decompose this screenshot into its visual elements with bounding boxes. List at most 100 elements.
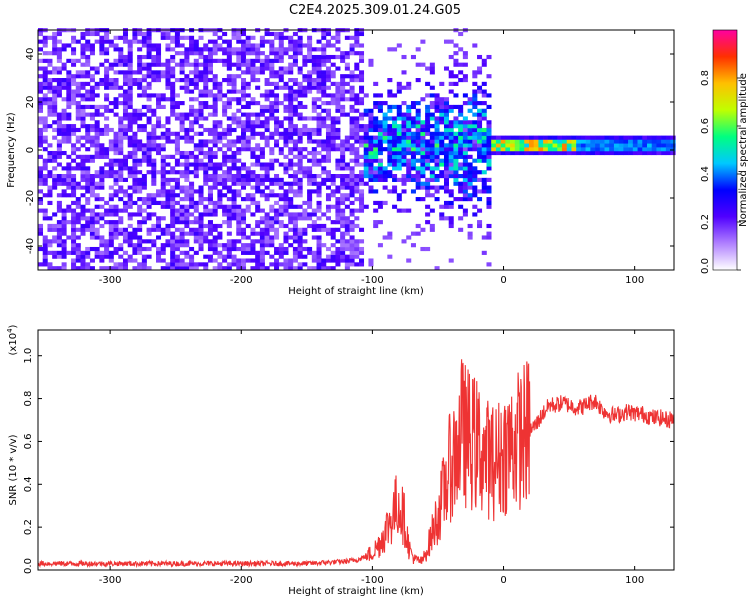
spectrogram-cell [467,124,473,129]
spectrogram-cell [151,158,157,163]
spectrogram-cell [467,174,473,179]
spectrogram-cell [363,147,369,152]
spectrogram-cell [292,204,298,209]
spectrogram-cell [302,104,308,110]
spectrogram-cell [557,150,563,156]
spectrogram-cell [349,235,355,240]
spectrogram-cell [514,135,520,140]
spectrogram-cell [160,177,166,182]
spectrogram-cell [141,62,147,67]
spectrogram-cell [212,266,218,271]
spectrogram-cell [510,135,516,140]
spectrogram-cell [151,127,157,133]
spectrogram-cell [47,239,53,244]
spectrogram-cell [38,177,44,182]
spectrogram-cell [448,120,454,125]
spectrogram-cell [297,39,303,44]
spectrogram-cell [38,200,44,206]
spectrogram-cell [156,223,162,229]
spectrogram-cell [245,246,251,252]
spectrogram-cell [325,127,331,133]
spectrogram-cell [56,200,62,206]
spectrogram-cell [359,85,365,90]
spectrogram-cell [222,47,228,52]
spectrogram-cell [207,158,213,163]
spectrogram-cell [108,62,114,67]
spectrogram-cell [151,54,157,60]
spectrogram-cell [410,166,416,171]
spectrogram-cell [288,189,294,194]
spectrogram-cell [401,70,407,75]
spectrogram-cell [401,135,407,140]
spectrogram-cell [297,162,303,167]
spectrogram-cell [132,150,138,156]
spectrogram-cell [359,154,365,159]
spectrogram-cell [448,223,454,229]
spectrogram-cell [269,66,275,71]
spectrogram-cell [269,162,275,167]
spectrogram-cell [99,170,105,175]
spectrogram-cell [156,54,162,60]
spectrogram-cell [448,147,454,152]
spectrogram-cell [269,239,275,244]
spectrogram-cell [170,166,176,171]
spectrogram-cell [113,204,119,209]
spectrogram-cell [401,174,407,179]
spectrogram-cell [236,101,242,106]
spectrogram-cell [373,189,379,194]
spectrogram-cell [377,143,383,148]
spectrogram-cell [288,104,294,110]
spectrogram-cell [99,39,105,44]
spectrogram-cell [212,51,218,56]
spectrogram-cell [510,150,516,156]
spectrogram-cell [259,135,265,140]
spectrogram-cell [193,170,199,175]
spectrogram-cell [443,216,450,221]
spectrogram-cell [477,70,483,75]
spectrogram-cell [66,170,72,175]
spectrogram-cell [47,189,53,194]
spectrogram-cell [122,101,128,106]
spectrogram-cell [184,51,190,56]
spectrogram-cell [344,231,350,236]
spectrogram-cell [429,174,435,179]
spectrogram-cell [292,177,298,182]
spectrogram-cell [661,147,667,152]
spectrogram-cell [458,204,464,209]
spectrogram-cell [212,139,218,144]
spectrogram-cell [297,254,303,259]
spectrogram-cell [349,227,355,232]
spectrogram-cell [264,97,270,102]
spectrogram-cell [292,81,298,86]
spectrogram-cell [359,143,365,148]
spectrogram-cell [250,258,256,263]
spectrogram-cell [222,93,228,98]
spectrogram-cell [85,208,91,213]
spectrogram-cell [439,150,445,156]
spectrogram-cell [236,223,242,229]
spectrogram-cell [165,116,171,121]
spectrogram-cell [571,150,577,156]
spectrogram-cell [562,135,568,140]
spectrogram-cell [359,174,365,179]
spectrogram-cell [477,170,483,175]
spectrogram-cell [283,181,289,186]
spectrogram-cell [538,135,544,140]
spectrogram-cell [212,74,218,79]
spectrogram-cell [94,150,100,156]
spectrogram-cell [236,120,242,125]
spectrogram-cell [118,254,124,259]
spectrogram-cell [595,147,601,152]
spectrogram-cell [481,58,487,63]
spectrogram-cell [52,43,58,48]
spectrogram-cell [94,235,100,240]
spectrogram-cell [226,39,232,44]
spectrogram-cell [198,262,204,267]
spectrogram-cell [259,227,265,232]
spectrogram-cell [184,239,190,244]
spectrogram-cell [99,250,105,255]
spectrogram-cell [344,54,350,60]
spectrogram-cell [160,170,166,175]
spectrogram-cell [66,181,72,186]
spectrogram-cell [174,185,180,190]
